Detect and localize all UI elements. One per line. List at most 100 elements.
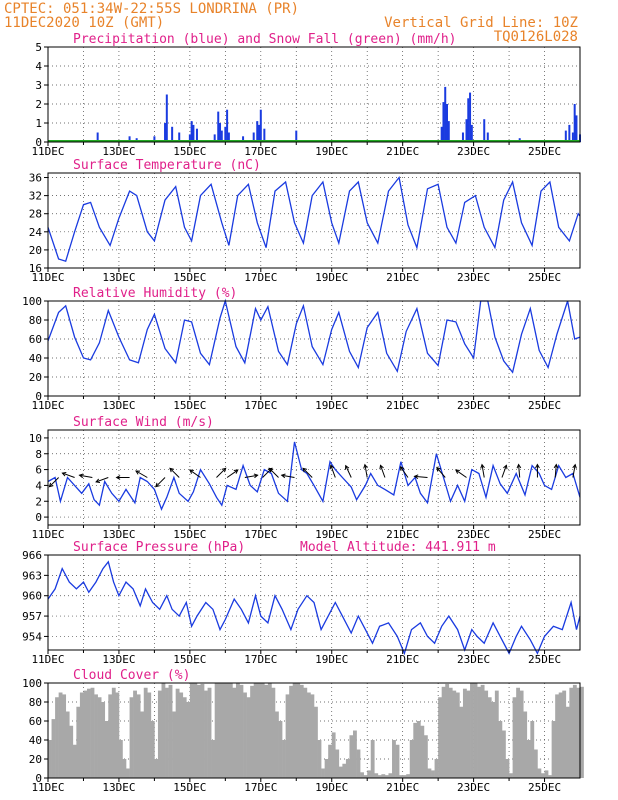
wind-arrow-head: [480, 463, 485, 469]
x-tick-label: 11DEC: [31, 271, 64, 284]
cloud-bar: [306, 692, 311, 778]
y-tick-label: 2: [35, 495, 42, 508]
cloud-bar: [79, 692, 84, 778]
cloud-bar: [72, 744, 77, 778]
wind-arrow: [268, 467, 279, 478]
y-tick-label: 32: [29, 190, 42, 203]
cloud-bar: [537, 768, 542, 778]
x-tick-label: 19DEC: [315, 271, 348, 284]
cloud-bar: [317, 740, 322, 778]
precip-bar: [190, 121, 193, 142]
cloud-bar: [324, 759, 329, 778]
cloud-bar: [523, 711, 528, 778]
panel-6: 0 20 40 60 80 100 11DEC 13DEC 15DEC 17DEC 19DEC 21D…: [22, 668, 584, 794]
x-tick-label: 21DEC: [386, 271, 419, 284]
cloud-bar: [370, 740, 375, 778]
cloud-bar: [250, 685, 255, 778]
cloud-bar: [328, 744, 333, 778]
cloud-bar: [459, 706, 464, 778]
cloud-bar: [193, 683, 198, 778]
wind-arrow: [155, 477, 166, 488]
cloud-bar: [356, 749, 361, 778]
wind-arrow-head: [268, 467, 274, 473]
wind-arrow-head: [399, 466, 405, 471]
cloud-bar: [399, 775, 403, 778]
x-tick-label: 17DEC: [244, 145, 277, 158]
wind-arrow-head: [516, 463, 522, 469]
precip-bar: [571, 132, 574, 142]
precip-bar: [568, 124, 571, 142]
cloud-bar: [551, 721, 556, 778]
wind-arrow-head: [503, 464, 508, 470]
cloud-bar: [384, 775, 389, 778]
cloud-bar: [157, 690, 162, 778]
cloud-bar: [51, 719, 56, 778]
cloud-bar: [161, 683, 166, 778]
precip-bar: [573, 104, 576, 142]
cloud-bar: [282, 740, 286, 778]
precip-bar: [153, 136, 156, 142]
cloud-bar: [292, 683, 297, 778]
cloud-bar: [310, 694, 315, 778]
cloud-bar: [477, 686, 481, 778]
precip-bar: [440, 126, 443, 142]
wind-arrow: [554, 464, 557, 478]
cloud-bar: [267, 683, 272, 778]
x-tick-label: 25DEC: [528, 271, 561, 284]
wind-arrow: [226, 469, 239, 478]
panel-1: 0 1 2 3 4 5 11DEC 13DEC 15DEC 17DEC 19DEC 21DEC 23DE…: [31, 32, 581, 158]
cloud-bar: [342, 763, 347, 778]
cloud-bar: [221, 683, 226, 778]
x-tick-label: 21DEC: [386, 781, 419, 794]
precip-bar: [483, 119, 486, 142]
panel-5: 954 957 960 963 966 11DEC 13DEC 15DEC 17DEC 19DEC…: [22, 540, 581, 666]
cloud-bar: [580, 686, 584, 778]
cloud-bar: [381, 774, 386, 778]
pressure-line: [47, 560, 581, 656]
wind-arrow-head: [115, 475, 121, 480]
precip-bar: [564, 130, 567, 142]
cloud-bar: [101, 702, 106, 778]
cloud-bar: [406, 774, 411, 778]
precip-bar: [469, 92, 472, 142]
x-tick-label: 11DEC: [31, 653, 64, 666]
panel-frame: [47, 300, 581, 397]
y-tick-label: 6: [35, 464, 42, 477]
cloud-bar: [214, 683, 219, 778]
precip-bar: [258, 124, 261, 142]
precip-bar: [242, 136, 245, 142]
cloud-bar: [126, 768, 130, 778]
x-tick-label: 17DEC: [244, 399, 277, 412]
cloud-bar: [565, 706, 570, 778]
x-tick-label: 19DEC: [315, 145, 348, 158]
cloud-bar: [420, 725, 425, 778]
wind-arrow: [572, 464, 576, 478]
cloud-bar: [225, 683, 230, 778]
cloud-bar: [94, 694, 98, 778]
cloud-bar: [484, 690, 489, 778]
precip-bar: [447, 121, 450, 142]
cloud-bar: [289, 685, 294, 778]
cloud-bar: [409, 740, 414, 778]
wind-arrow-head: [329, 464, 335, 470]
wind-arrow: [364, 464, 368, 478]
precip-bar: [252, 132, 255, 142]
x-tick-label: 11DEC: [31, 145, 64, 158]
cloud-bar: [122, 759, 127, 778]
y-tick-label: 36: [29, 172, 42, 185]
precip-bar: [164, 123, 167, 142]
cloud-bar: [516, 687, 521, 778]
wind-arrow: [95, 477, 109, 483]
cloud-bar: [540, 773, 545, 778]
wind-arrow: [135, 470, 148, 478]
wind-arrow: [244, 474, 258, 478]
x-tick-label: 17DEC: [244, 271, 277, 284]
cloud-bar: [448, 687, 453, 778]
wind-arrow: [216, 467, 227, 478]
panel-annotation: Model Altitude: 441.911 m: [300, 540, 496, 555]
precip-bar: [444, 86, 447, 142]
cloud-bar: [189, 683, 194, 778]
x-tick-label: 17DEC: [244, 653, 277, 666]
wind-arrow: [345, 465, 352, 478]
panel-title: Precipitation (blue) and Snow Fall (gree…: [73, 32, 457, 47]
